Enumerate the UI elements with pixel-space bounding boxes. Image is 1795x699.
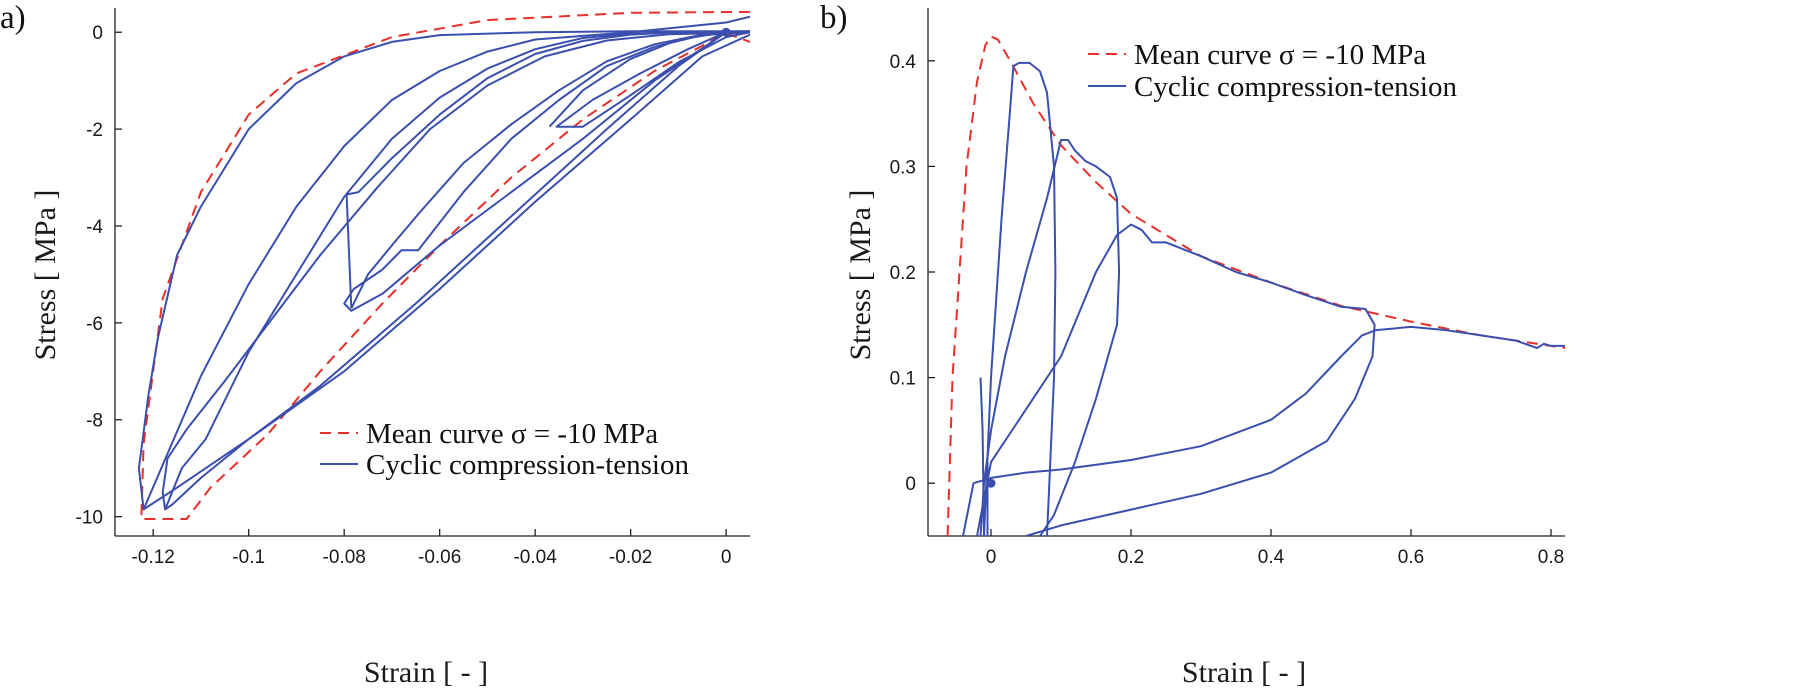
x-tick-label: -0.06 <box>418 547 461 568</box>
cyclic-curve-segment-4 <box>962 325 1565 536</box>
y-tick-label: 0.3 <box>890 157 916 178</box>
panel-b-ylabel-wrap: Stress [ MPa ] <box>844 190 877 361</box>
mean-curve-line <box>140 10 750 520</box>
y-tick-label: -2 <box>86 120 103 141</box>
x-tick-label: 0.8 <box>1538 547 1564 568</box>
panel-b-label: b) <box>820 0 848 36</box>
x-tick-label: -0.02 <box>609 547 652 568</box>
x-tick-label: -0.1 <box>232 547 265 568</box>
panel-b-plot-area <box>946 35 1565 536</box>
legend-b-mean-label: Mean curve σ = -10 MPa <box>1134 39 1426 71</box>
cyclic-curve-segment-1 <box>983 61 1057 536</box>
x-tick-label: 0 <box>986 547 997 568</box>
cyclic-curve-segment-2 <box>979 139 1121 536</box>
y-tick-label: -4 <box>86 217 103 238</box>
panel-a-xlabel: Strain [ - ] <box>364 656 488 689</box>
cyclic-curve-segment-6 <box>161 31 750 511</box>
series-group <box>946 35 1565 536</box>
y-tick-label: 0.1 <box>890 369 916 390</box>
origin-marker <box>986 478 996 488</box>
x-tick-label: -0.12 <box>132 547 175 568</box>
panel-b: b) Stress [ MPa ] Strain [ - ] 0 0.2 0.4 0.… <box>820 0 1565 689</box>
y-tick-label: 0.4 <box>890 52 917 73</box>
x-tick-label: 0.6 <box>1398 547 1424 568</box>
y-tick-label: -6 <box>86 314 103 335</box>
panel-a-plot-area <box>137 10 750 520</box>
panel-b-ylabel: Stress [ MPa ] <box>844 190 877 361</box>
y-tick-label: 0.2 <box>890 263 916 284</box>
panel-a-legend: Mean curve σ = -10 MPa Cyclic compressio… <box>320 418 689 481</box>
cyclic-curve-segment-8 <box>137 30 750 511</box>
y-tick-label: 0 <box>92 23 103 44</box>
panel-b-axes: 0 0.2 0.4 0.6 0.8 0 0.1 0.2 0.3 0.4 <box>890 8 1565 568</box>
x-tick-label: 0.4 <box>1258 547 1285 568</box>
panel-a-ylabel: Stress [ MPa ] <box>29 190 62 361</box>
y-tick-label: -8 <box>86 411 103 432</box>
panel-a: a) Stress [ MPa ] Strain [ - ] -0.12 -0.1… <box>0 0 750 689</box>
panel-a-label: a) <box>0 0 26 36</box>
mean-curve-line <box>946 35 1565 536</box>
series-group <box>137 10 750 520</box>
panel-a-axes: -0.12 -0.1 -0.08 -0.06 -0.04 -0.02 0 0 -2 -4 -6 -8 -… <box>76 8 750 568</box>
cyclic-curve-segment-4 <box>350 31 750 309</box>
x-tick-label: 0 <box>721 547 732 568</box>
cyclic-curve-segment-3 <box>343 31 750 312</box>
origin-marker <box>721 27 731 37</box>
panel-a-ylabel-wrap: Stress [ MPa ] <box>29 190 62 361</box>
x-tick-label: 0.2 <box>1118 547 1144 568</box>
legend-a-mean-label: Mean curve σ = -10 MPa <box>366 418 658 450</box>
x-tick-label: -0.08 <box>323 547 366 568</box>
x-tick-label: -0.04 <box>513 547 557 568</box>
cyclic-curve-segment-5 <box>345 30 750 309</box>
y-tick-label: 0 <box>905 474 916 495</box>
cyclic-curve-segment-9 <box>142 15 750 510</box>
y-tick-label: -10 <box>76 508 103 529</box>
panel-b-legend: Mean curve σ = -10 MPa Cyclic compressio… <box>1088 39 1457 103</box>
legend-b-cyclic-label: Cyclic compression-tension <box>1134 71 1457 103</box>
cyclic-curve-segment-5 <box>979 377 985 536</box>
legend-a-cyclic-label: Cyclic compression-tension <box>366 449 689 481</box>
cyclic-curve-segment-7 <box>164 31 750 510</box>
cyclic-curve-segment-3 <box>976 223 1376 536</box>
panel-b-xlabel: Strain [ - ] <box>1182 656 1306 689</box>
